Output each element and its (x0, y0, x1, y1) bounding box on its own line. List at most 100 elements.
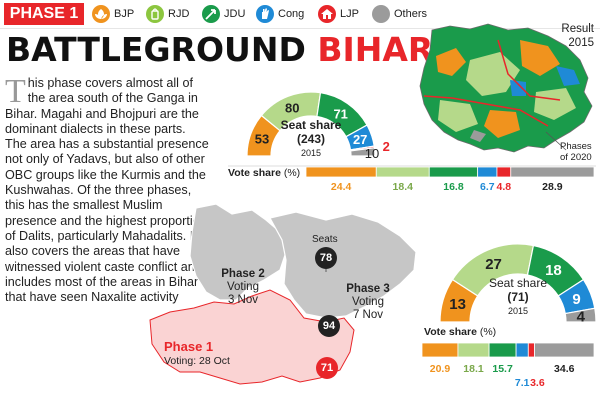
seat-label-jdu: 71 (333, 106, 347, 121)
vote-label-bjp: 20.9 (430, 363, 451, 375)
result-region-bjp2 (436, 48, 466, 76)
article-text: his phase covers almost all of the area … (5, 76, 209, 305)
vote-segment-cong (477, 166, 498, 178)
lantern-icon (146, 5, 164, 23)
seat-label-jdu: 18 (545, 262, 562, 279)
result-label-line1: Result (561, 23, 594, 35)
seat-share-phase1-chart: 13 27 18 94 (439, 243, 597, 325)
result-region-rjd2 (534, 88, 576, 120)
legend-label-cong: Cong (278, 8, 305, 20)
vote-segment-others (534, 342, 595, 358)
seat-share-2015-total: (243) (296, 132, 325, 146)
lotus-icon (92, 5, 110, 23)
legend-label-bjp: BJP (114, 8, 135, 20)
vote-label-ljp: 4.8 (497, 181, 512, 193)
phase1-voting: Voting: 28 Oct (164, 355, 230, 367)
vote-share-2015-bar: 24.4 18.4 16.8 6.7 4.8 28.9 (305, 166, 595, 193)
phase3-seats-badge: 94 (318, 315, 340, 337)
vote-label-rjd: 18.1 (463, 363, 484, 375)
vote-label-bjp: 24.4 (331, 181, 352, 193)
legend-item-rjd: RJD (146, 4, 189, 24)
title-part2: BIHAR (317, 30, 434, 69)
result-label-line2: 2015 (568, 37, 594, 49)
vote-segment-jdu (488, 342, 517, 358)
phase-border-line2 (497, 39, 561, 101)
phase1-seats-badge: 71 (316, 357, 338, 379)
legend-label-rjd: RJD (168, 8, 190, 20)
legend-item-others: Others (372, 4, 427, 24)
result-region-cong (556, 66, 580, 86)
arrow-icon (202, 5, 220, 23)
seat-label-rjd: 80 (285, 100, 299, 115)
legend-label-others: Others (394, 8, 428, 20)
vote-segment-cong (515, 342, 529, 358)
result-region-rjd (466, 52, 520, 96)
seat-share-2015-title: Seat share (280, 118, 342, 132)
phase2-name: Phase 2 (221, 268, 265, 280)
seat-share-phase1-total: (71) (507, 290, 529, 304)
seat-label-bjp: 53 (255, 132, 269, 147)
phase3-label: Phase 3 Voting 7 Nov (336, 283, 400, 322)
page-title: BATTLEGROUND BIHAR (6, 30, 433, 70)
phase2-label: Phase 2 Voting 3 Nov (212, 268, 274, 307)
vote-share-phase1-title-text: Vote share (424, 326, 477, 338)
vote-label-ljp: 3.6 (530, 377, 545, 389)
circle-icon (372, 5, 390, 23)
phase-badge: PHASE 1 (4, 3, 84, 25)
vote-share-phase1-title: Vote share (%) (424, 326, 496, 338)
seat-share-2015-label: Seat share (243) 2015 (266, 118, 356, 160)
phase1-name: Phase 1 (164, 339, 214, 354)
vote-label-others: 34.6 (554, 363, 575, 375)
vote-segment-ljp (496, 166, 512, 178)
vote-share-phase1-unit: (%) (479, 326, 497, 338)
legend-label-jdu: JDU (224, 8, 246, 20)
vote-label-cong: 7.1 (515, 377, 530, 389)
vote-label-rjd: 18.4 (393, 181, 414, 193)
seats-label: Seats (312, 234, 338, 245)
phase1-region (149, 289, 355, 385)
vote-segment-bjp (421, 342, 459, 358)
phases-label-line1: Phases (560, 141, 592, 152)
hand-icon (256, 5, 274, 23)
phase3-voting: Voting (352, 296, 384, 308)
phase2-voting: Voting (227, 281, 259, 293)
phase3-name: Phase 3 (346, 283, 390, 295)
seat-label-cong: 27 (353, 132, 367, 147)
vote-segment-rjd (457, 342, 490, 358)
seat-share-phase1-title: Seat share (488, 276, 548, 290)
result-region-cong2 (510, 80, 526, 96)
vote-share-2015-unit: (%) (283, 167, 301, 179)
seat-share-phase1-year: 2015 (507, 306, 529, 316)
phases-pointer-line (545, 131, 567, 151)
vote-label-jdu: 15.7 (492, 363, 513, 375)
phase-border-line (423, 95, 549, 127)
legend-item-cong: Cong (256, 4, 304, 24)
result-region-others (470, 130, 486, 142)
vote-segment-others (510, 166, 595, 178)
result-region-rjd3 (438, 100, 478, 132)
vote-label-jdu: 16.8 (443, 181, 464, 193)
phase2-seats-badge: 78 (315, 247, 337, 269)
phase3-region (269, 211, 417, 319)
vote-share-2015-title-text: Vote share (228, 167, 281, 179)
legend-label-ljp: LJP (340, 8, 359, 20)
result-region-bjp3 (484, 110, 520, 138)
seat-label-ljp: 2 (383, 139, 390, 154)
vote-segment-ljp (527, 342, 535, 358)
vote-segment-jdu (428, 166, 479, 178)
phases-label-line2: of 2020 (560, 152, 592, 163)
drop-cap: T (5, 73, 26, 110)
seat-label-cong: 9 (572, 291, 580, 308)
result-map-2015 (419, 23, 593, 153)
phase1-label: Phase 1 Voting: 28 Oct (164, 340, 230, 368)
title-part1: BATTLEGROUND (6, 30, 306, 69)
seat-share-2015-year: 2015 (300, 148, 322, 158)
vote-segment-bjp (305, 166, 377, 178)
result-map-label: Result 2015 (548, 22, 594, 50)
vote-share-2015-title: Vote share (%) (228, 167, 300, 179)
seat-share-phase1-label: Seat share (71) 2015 (470, 276, 566, 318)
seat-segment-others (564, 307, 597, 323)
vote-segment-rjd (375, 166, 430, 178)
seat-share-2015-chart: 53 80 71 27 2 10 (246, 91, 390, 161)
